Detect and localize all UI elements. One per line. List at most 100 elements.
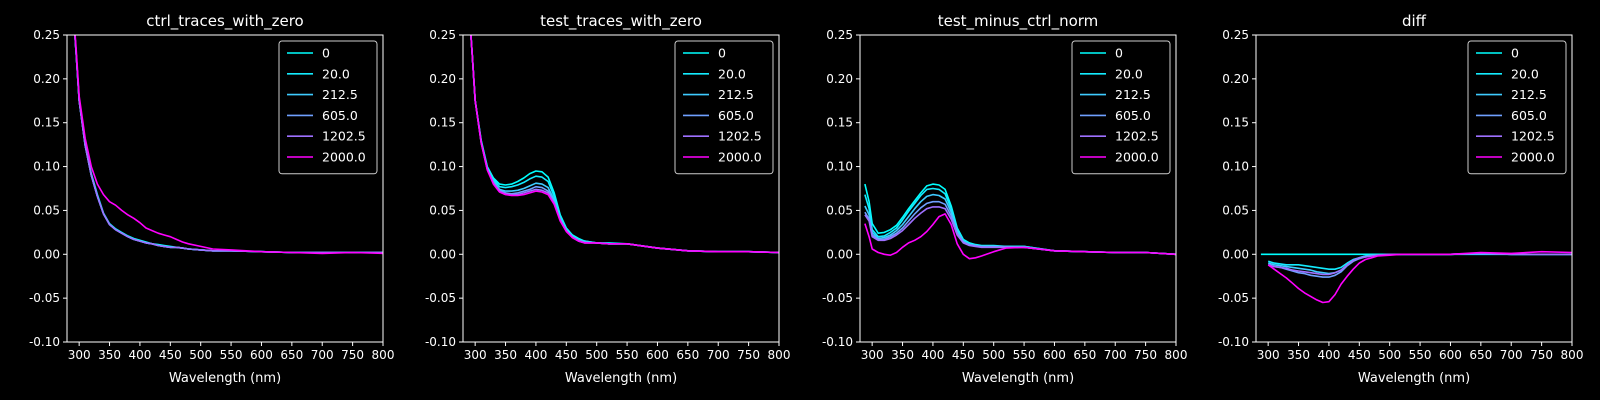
x-tick-label: 400	[921, 348, 944, 362]
panel-title: diff	[1402, 12, 1427, 30]
x-tick-label: 350	[1287, 348, 1310, 362]
x-tick-label: 450	[555, 348, 578, 362]
legend-entry: 1202.5	[718, 129, 762, 144]
y-tick-label: 0.20	[429, 72, 456, 86]
y-tick-label: -0.05	[29, 291, 60, 305]
y-tick-label: 0.15	[429, 116, 456, 130]
y-tick-label: 0.15	[1222, 116, 1249, 130]
x-tick-label: 650	[280, 348, 303, 362]
x-tick-label: 350	[98, 348, 121, 362]
legend-entry: 605.0	[718, 108, 754, 123]
axes-frame	[1255, 34, 1573, 343]
axes-frame	[859, 34, 1177, 343]
x-tick-label: 600	[1439, 348, 1462, 362]
x-tick-label: 400	[1317, 348, 1340, 362]
legend-entry: 0	[718, 46, 726, 61]
panel-title: test_minus_ctrl_norm	[938, 12, 1099, 31]
y-tick-label: -0.10	[425, 335, 456, 349]
series-group	[864, 183, 1176, 260]
x-tick-label: 300	[68, 348, 91, 362]
y-tick-label: 0.20	[33, 72, 60, 86]
legend-entry: 0	[1511, 46, 1519, 61]
series-line-2000-0	[864, 213, 1176, 260]
y-tick-label: 0.00	[1222, 247, 1249, 261]
legend-entry: 2000.0	[1511, 150, 1555, 165]
legend: 0 20.0 212.5 605.0 1202.5 2000.0	[674, 40, 774, 175]
y-tick-label: 0.10	[429, 160, 456, 174]
x-tick-label: 800	[1165, 348, 1188, 362]
legend-entry: 1202.5	[1115, 129, 1159, 144]
series-group	[74, 35, 383, 255]
x-tick-label: 500	[982, 348, 1005, 362]
x-tick-label: 450	[159, 348, 182, 362]
y-tick-label: 0.20	[1222, 72, 1249, 86]
x-tick-label: 350	[494, 348, 517, 362]
x-tick-label: 600	[1043, 348, 1066, 362]
series-group	[1260, 250, 1572, 304]
x-tick-label: 550	[616, 348, 639, 362]
y-tick-label: 0.25	[429, 28, 456, 42]
y-tick-label: 0.05	[1222, 203, 1249, 217]
y-tick-label: 0.15	[33, 116, 60, 130]
x-tick-label: 300	[1257, 348, 1280, 362]
y-tick-label: -0.05	[1218, 291, 1249, 305]
x-tick-label: 600	[250, 348, 273, 362]
legend-entry: 212.5	[1115, 87, 1151, 102]
y-tick-label: 0.25	[826, 28, 853, 42]
legend-entry: 2000.0	[322, 150, 366, 165]
x-tick-label: 750	[1134, 348, 1157, 362]
y-tick-label: -0.10	[29, 335, 60, 349]
panel-1: 300 350 400 450 500 550 600 650 700 750 800 -0.10 -0…	[29, 12, 395, 386]
y-tick-label: 0.15	[826, 116, 853, 130]
legend: 0 20.0 212.5 605.0 1202.5 2000.0	[1467, 40, 1567, 175]
legend-entry: 0	[322, 46, 330, 61]
legend-entry: 0	[1115, 46, 1123, 61]
legend-entry: 1202.5	[322, 129, 366, 144]
y-tick-label: 0.10	[1222, 160, 1249, 174]
y-tick-label: -0.05	[822, 291, 853, 305]
legend-entry: 20.0	[1115, 66, 1143, 81]
panel-title: test_traces_with_zero	[540, 12, 702, 31]
y-tick-label: -0.10	[822, 335, 853, 349]
legend-entry: 212.5	[718, 87, 754, 102]
y-tick-label: 0.10	[33, 160, 60, 174]
y-tick-label: -0.10	[1218, 335, 1249, 349]
legend-entry: 1202.5	[1511, 129, 1555, 144]
legend-entry: 20.0	[718, 66, 746, 81]
x-tick-label: 450	[952, 348, 975, 362]
panel-2: 300 350 400 450 500 550 600 650 700 750 800 -0.10 -0…	[425, 12, 791, 386]
x-axis-label: Wavelength (nm)	[962, 371, 1074, 386]
y-tick-label: 0.10	[826, 160, 853, 174]
y-tick-label: -0.05	[425, 291, 456, 305]
y-tick-label: 0.05	[429, 203, 456, 217]
x-tick-label: 500	[189, 348, 212, 362]
x-tick-label: 350	[891, 348, 914, 362]
x-tick-label: 400	[128, 348, 151, 362]
x-tick-label: 650	[1073, 348, 1096, 362]
x-tick-label: 600	[646, 348, 669, 362]
series-line-2000-0	[74, 35, 383, 255]
legend-entry: 2000.0	[718, 150, 762, 165]
x-tick-label: 550	[1409, 348, 1432, 362]
x-tick-label: 300	[861, 348, 884, 362]
x-axis-label: Wavelength (nm)	[1358, 371, 1470, 386]
x-tick-label: 650	[1469, 348, 1492, 362]
axes-frame	[66, 34, 384, 343]
legend-entry: 20.0	[1511, 66, 1539, 81]
x-tick-label: 750	[1530, 348, 1553, 362]
x-tick-label: 750	[341, 348, 364, 362]
legend-entry: 212.5	[322, 87, 358, 102]
series-line-2000-0	[1267, 250, 1572, 304]
legend-entry: 212.5	[1511, 87, 1547, 102]
x-tick-label: 700	[1104, 348, 1127, 362]
y-tick-label: 0.25	[1222, 28, 1249, 42]
y-tick-label: 0.25	[33, 28, 60, 42]
series-line-2000-0	[470, 35, 779, 254]
x-tick-label: 550	[220, 348, 243, 362]
y-tick-label: 0.00	[826, 247, 853, 261]
x-tick-label: 800	[372, 348, 395, 362]
y-tick-label: 0.20	[826, 72, 853, 86]
series-group	[470, 35, 779, 254]
y-tick-label: 0.05	[826, 203, 853, 217]
